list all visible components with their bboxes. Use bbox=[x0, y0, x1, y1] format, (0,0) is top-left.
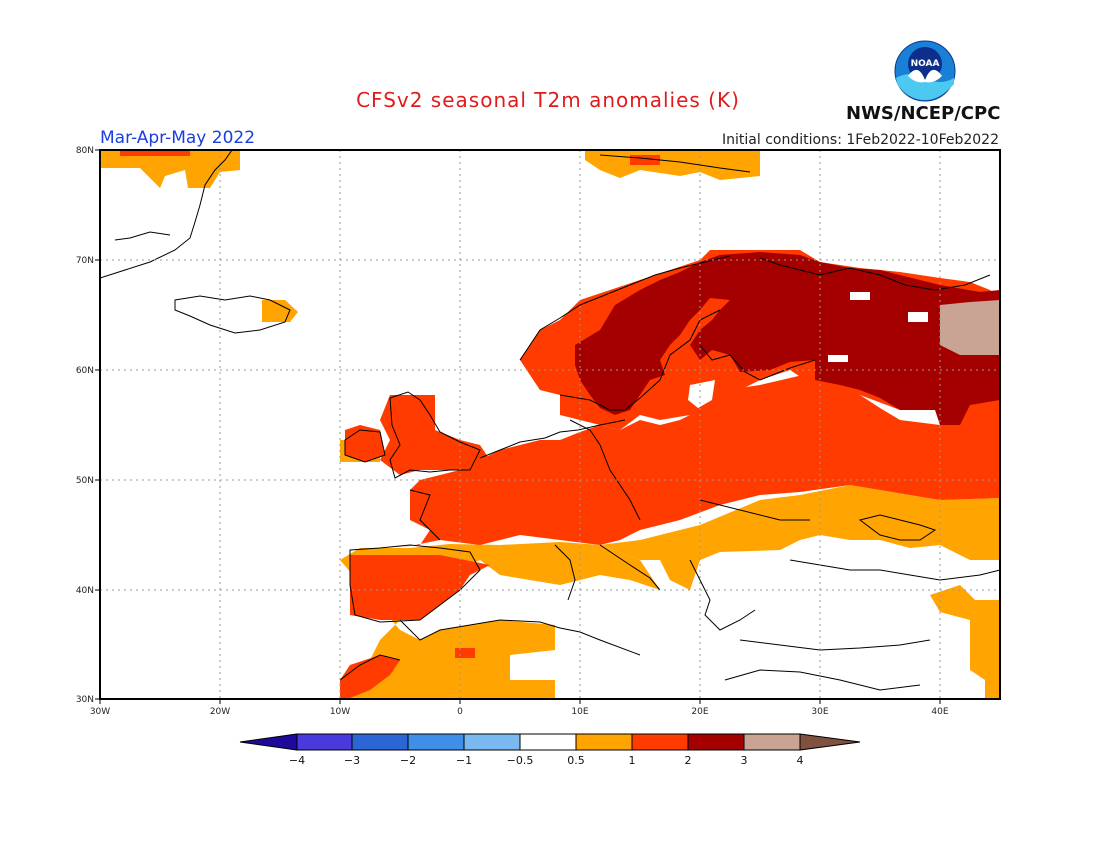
tick-marks bbox=[95, 149, 941, 704]
map-area bbox=[100, 150, 1000, 699]
chart-title-text: CFSv2 seasonal T2m anomalies (K) bbox=[356, 88, 740, 112]
graticule bbox=[100, 150, 1000, 699]
colorbar-cell bbox=[519, 733, 577, 751]
colorbar-label: 0.5 bbox=[567, 754, 585, 767]
colorbar-label: 1 bbox=[629, 754, 636, 767]
lon-label: 0 bbox=[457, 707, 463, 717]
colorbar-label: 2 bbox=[685, 754, 692, 767]
colorbar-label: −3 bbox=[344, 754, 360, 767]
coastlines bbox=[100, 150, 1000, 691]
colorbar-cell bbox=[687, 733, 745, 751]
colorbar bbox=[239, 733, 861, 751]
lon-label: 20W bbox=[210, 707, 230, 717]
chart-title: CFSv2 seasonal T2m anomalies (K) bbox=[0, 88, 1100, 112]
lon-label: 10W bbox=[330, 707, 350, 717]
colorbar-label: 4 bbox=[797, 754, 804, 767]
lon-label: 40E bbox=[931, 707, 948, 717]
colorbar-labels: −4 −3 −2 −1 −0.5 0.5 1 2 3 4 bbox=[289, 754, 804, 767]
map-frame bbox=[99, 149, 1001, 700]
lat-label: 50N bbox=[76, 476, 94, 486]
season-label: Mar-Apr-May 2022 bbox=[100, 128, 256, 148]
anomaly-region-darkred bbox=[575, 252, 1000, 425]
colorbar-cell bbox=[743, 733, 801, 751]
neutral-patches bbox=[510, 292, 928, 680]
logo-text: NOAA bbox=[911, 59, 940, 69]
lat-labels: 80N 70N 60N 50N 40N 30N bbox=[76, 146, 94, 705]
colorbar-cell bbox=[463, 733, 521, 751]
colorbar-label: −0.5 bbox=[507, 754, 534, 767]
lat-label: 30N bbox=[76, 695, 94, 705]
colorbar-label: −1 bbox=[456, 754, 472, 767]
lon-label: 20E bbox=[691, 707, 708, 717]
colorbar-label: 3 bbox=[741, 754, 748, 767]
colorbar-label: −4 bbox=[289, 754, 305, 767]
lon-label: 30W bbox=[90, 707, 110, 717]
colorbar-cell bbox=[296, 733, 353, 751]
lat-label: 40N bbox=[76, 586, 94, 596]
lon-label: 30E bbox=[811, 707, 828, 717]
colorbar-cell bbox=[799, 733, 861, 751]
colorbar-label: −2 bbox=[400, 754, 416, 767]
lat-label: 70N bbox=[76, 256, 94, 266]
org-label: NWS/NCEP/CPC bbox=[846, 103, 1001, 124]
lat-label: 60N bbox=[76, 366, 94, 376]
anomaly-region-tan bbox=[940, 300, 1000, 355]
noaa-logo: NOAA bbox=[894, 40, 956, 102]
lat-label: 80N bbox=[76, 146, 94, 156]
colorbar-cell bbox=[575, 733, 633, 751]
lon-labels: 30W 20W 10W 0 10E 20E 30E 40E bbox=[90, 707, 949, 717]
anomaly-region-arctic bbox=[100, 150, 760, 322]
initial-conditions-label: Initial conditions: 1Feb2022-10Feb2022 bbox=[722, 132, 999, 148]
colorbar-cell bbox=[407, 733, 465, 751]
colorbar-cell bbox=[351, 733, 409, 751]
colorbar-cell bbox=[239, 733, 298, 751]
lon-label: 10E bbox=[571, 707, 588, 717]
colorbar-cell bbox=[631, 733, 689, 751]
